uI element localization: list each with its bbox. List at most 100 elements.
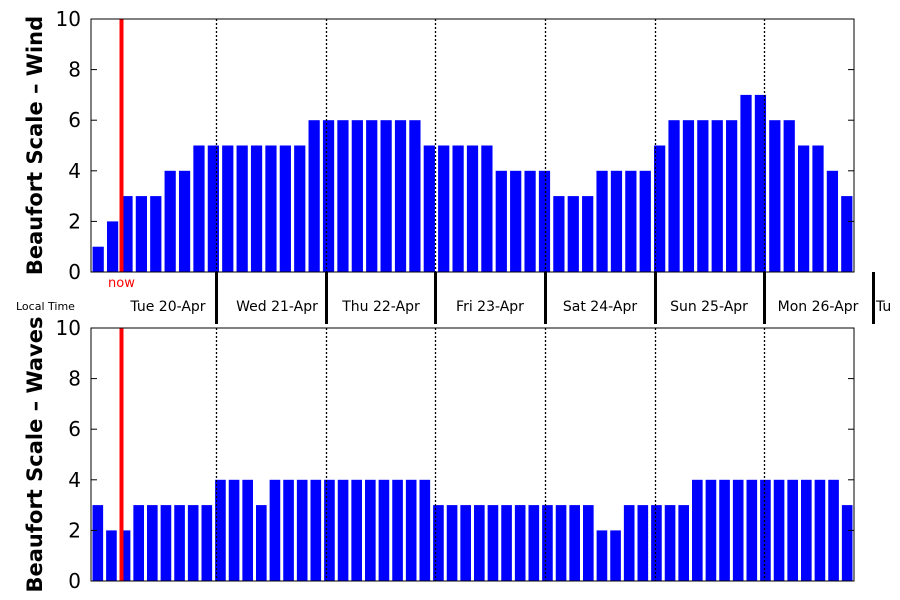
- bar-waves-54: [828, 479, 839, 581]
- bar-waves-11: [242, 479, 253, 581]
- day-label-7: Tu: [875, 299, 891, 315]
- bar-waves-29: [487, 505, 499, 581]
- ytick-label-1: 2: [68, 209, 81, 233]
- day-label-5: Sun 25-Apr: [670, 299, 748, 315]
- day-label-0: Tue 20-Apr: [129, 299, 205, 315]
- bar-waves-42: [664, 505, 676, 581]
- ytick-label-2: 4: [68, 468, 81, 492]
- bar-wind-29: [510, 170, 522, 272]
- plot-frame: [90, 327, 855, 582]
- bar-waves-34: [555, 505, 567, 581]
- bar-wind-15: [308, 120, 320, 272]
- bar-wind-43: [711, 120, 723, 272]
- bar-wind-23: [423, 145, 435, 272]
- bar-waves-38: [610, 530, 621, 581]
- bar-waves-9: [215, 479, 226, 581]
- bar-wind-13: [279, 145, 291, 272]
- y-axis-title: Beaufort Scale – Waves: [23, 317, 47, 593]
- ytick-label-2: 4: [68, 159, 81, 183]
- bar-wind-33: [567, 196, 579, 272]
- bar-wind-38: [639, 170, 651, 272]
- bar-wind-51: [826, 170, 839, 272]
- bar-waves-18: [337, 479, 349, 581]
- bar-waves-35: [569, 505, 580, 581]
- bar-wind-21: [394, 120, 407, 272]
- day-label-6: Mon 26-Apr: [778, 299, 859, 315]
- bar-waves-49: [760, 479, 771, 581]
- bar-waves-0: [92, 505, 104, 581]
- bar-waves-10: [228, 479, 240, 581]
- bar-wind-18: [351, 120, 363, 272]
- bar-wind-3: [135, 196, 147, 272]
- day-label-4: Sat 24-Apr: [563, 299, 637, 315]
- bar-waves-25: [433, 505, 444, 581]
- bar-waves-50: [773, 479, 785, 581]
- bar-waves-44: [692, 479, 703, 581]
- bar-waves-16: [310, 479, 322, 581]
- bar-waves-8: [201, 505, 213, 581]
- bar-wind-6: [178, 170, 191, 272]
- bar-wind-8: [207, 145, 219, 272]
- ytick-label-3: 6: [68, 417, 81, 441]
- bar-waves-20: [365, 479, 376, 581]
- bar-waves-37: [596, 530, 608, 581]
- bar-wind-34: [582, 196, 594, 272]
- local-time-label: Local Time: [16, 300, 75, 313]
- bar-waves-7: [187, 505, 199, 581]
- bar-waves-53: [814, 479, 826, 581]
- bar-wind-4: [150, 196, 162, 272]
- bar-waves-32: [528, 505, 540, 581]
- bar-wind-42: [697, 120, 709, 272]
- bar-wind-7: [193, 145, 205, 272]
- bar-wind-5: [164, 170, 176, 272]
- ytick-label-1: 2: [68, 518, 81, 542]
- bar-waves-2: [119, 530, 131, 581]
- now-label: now: [108, 276, 135, 291]
- bar-waves-3: [133, 505, 144, 581]
- day-label-3: Fri 23-Apr: [456, 299, 524, 315]
- bar-waves-13: [269, 479, 281, 581]
- y-axis-title: Beaufort Scale – Wind: [23, 16, 47, 275]
- bar-waves-45: [705, 479, 717, 581]
- bar-waves-26: [446, 505, 458, 581]
- bar-wind-17: [337, 120, 349, 272]
- ytick-label-3: 6: [68, 108, 81, 132]
- bar-waves-30: [501, 505, 512, 581]
- bar-wind-28: [495, 170, 507, 272]
- bar-wind-36: [610, 170, 623, 272]
- bar-wind-44: [726, 120, 738, 272]
- bar-waves-4: [147, 505, 158, 581]
- bar-wind-25: [452, 145, 464, 272]
- bar-wind-49: [798, 145, 810, 272]
- bar-wind-31: [538, 170, 551, 272]
- ytick-label-5: 10: [56, 316, 81, 340]
- bar-wind-9: [222, 145, 234, 272]
- bar-waves-23: [405, 479, 417, 581]
- bar-waves-28: [474, 505, 485, 581]
- bar-waves-12: [256, 505, 267, 581]
- bar-waves-47: [732, 479, 744, 581]
- bar-waves-19: [351, 479, 362, 581]
- bar-wind-1: [106, 221, 119, 272]
- bar-wind-40: [668, 120, 680, 272]
- bar-waves-6: [174, 505, 185, 581]
- ytick-label-4: 8: [68, 367, 81, 391]
- bar-wind-27: [481, 145, 493, 272]
- bar-waves-27: [460, 505, 471, 581]
- ytick-label-0: 0: [68, 569, 81, 593]
- bar-waves-17: [324, 479, 335, 581]
- bar-waves-55: [841, 505, 853, 581]
- bar-waves-46: [719, 479, 730, 581]
- bar-wind-20: [380, 120, 392, 272]
- bar-waves-41: [651, 505, 662, 581]
- ytick-label-0: 0: [68, 260, 81, 284]
- bar-waves-52: [801, 479, 812, 581]
- bar-wind-19: [366, 120, 378, 272]
- bar-wind-47: [769, 120, 781, 272]
- bar-waves-48: [746, 479, 758, 581]
- bar-wind-0: [92, 246, 104, 272]
- ytick-label-5: 10: [56, 7, 81, 31]
- bar-waves-5: [160, 505, 172, 581]
- bar-wind-37: [625, 170, 637, 272]
- bar-wind-35: [596, 170, 608, 272]
